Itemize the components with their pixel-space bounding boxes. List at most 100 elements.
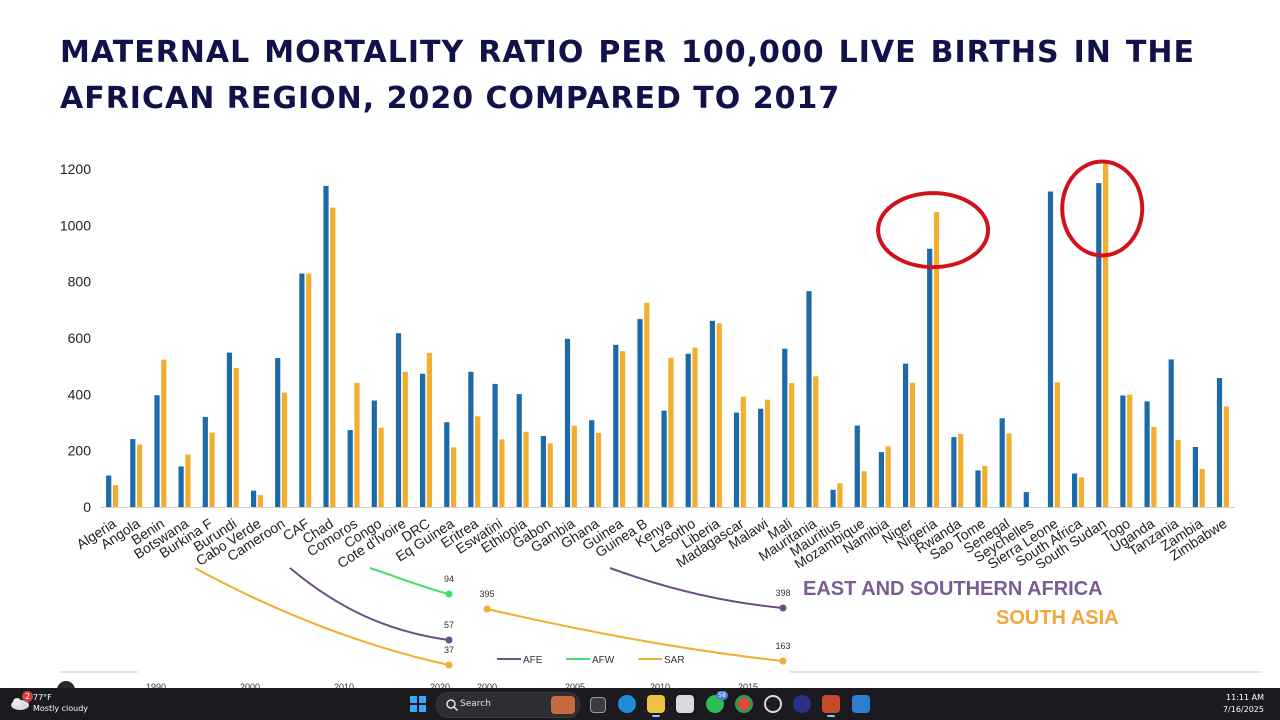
bar (281, 392, 288, 507)
bar (1047, 191, 1054, 507)
afw-end-point (445, 590, 453, 598)
bar (692, 347, 698, 507)
trend-x-tick: 1990 (146, 682, 166, 688)
bar (395, 333, 402, 507)
bar (233, 367, 239, 507)
bar (347, 430, 353, 507)
vpn-icon[interactable] (793, 695, 811, 713)
bar (1223, 406, 1229, 507)
powerpoint-icon[interactable] (822, 695, 840, 717)
task-view-icon[interactable] (590, 697, 606, 713)
bar (251, 490, 257, 507)
mortality-bar-chart: 020040060080010001200AlgeriaAngolaBeninB… (60, 159, 1235, 573)
trend-legend-label: SAR (664, 655, 685, 666)
highlight-circle (1060, 159, 1145, 258)
bar (516, 394, 522, 507)
highlight-circle (876, 191, 991, 270)
bar (975, 470, 981, 507)
clock-app-icon[interactable] (764, 695, 782, 713)
start-button[interactable] (410, 696, 426, 712)
bar (323, 185, 329, 507)
bar (1006, 433, 1012, 507)
bar (444, 422, 450, 507)
bar (523, 431, 529, 507)
bar (709, 320, 715, 507)
bar (933, 212, 940, 507)
cloud-icon (11, 698, 29, 710)
bar (257, 495, 263, 507)
bar (806, 291, 812, 507)
bar (861, 471, 867, 507)
legend-south-asia: SOUTH ASIA (996, 607, 1119, 629)
bar (112, 485, 119, 507)
y-tick-label: 800 (68, 274, 92, 290)
bar (492, 383, 498, 507)
active-indicator (652, 715, 660, 717)
sar-end-point (445, 661, 453, 669)
y-tick-label: 600 (68, 330, 92, 346)
store-icon[interactable] (676, 695, 694, 713)
afw-trend-line (369, 567, 450, 595)
bar (1096, 183, 1102, 507)
chrome-icon[interactable] (735, 695, 753, 713)
y-tick-label: 0 (83, 499, 91, 515)
bar (161, 359, 167, 507)
bar (371, 400, 377, 507)
y-tick-label: 200 (68, 443, 92, 459)
bar (813, 376, 819, 507)
bar (1144, 401, 1150, 507)
search-highlight-icon (551, 696, 575, 714)
bar (982, 465, 988, 507)
bar (1054, 382, 1060, 507)
y-tick-label: 400 (68, 386, 92, 402)
sar-trend-line (194, 567, 450, 666)
bar (837, 483, 843, 507)
bar (589, 420, 595, 507)
file-explorer-icon[interactable] (647, 695, 665, 717)
bar (378, 427, 384, 507)
trend-x-tick: 2015 (738, 682, 758, 688)
bar (137, 444, 143, 507)
bar (185, 454, 191, 507)
clock-date: 7/16/2025 (1222, 705, 1264, 714)
trend-x-tick: 2005 (565, 682, 585, 688)
bar (1199, 469, 1205, 507)
bar (782, 348, 788, 507)
trend-legend-label: AFW (592, 655, 615, 666)
weather-badge: 2 (22, 691, 33, 702)
bar (878, 452, 884, 507)
regional-trend-overlay: 94 57 37 1990 2000 2010 2020 395 163 398 2000 2005 2… (57, 567, 1265, 688)
taskbar-search-box[interactable]: Search (436, 692, 580, 718)
bar (1216, 378, 1223, 507)
bar (275, 358, 281, 507)
overlay-backdrop (60, 568, 1265, 688)
bar (178, 466, 184, 507)
bar (637, 319, 643, 507)
app-grid-icon[interactable] (852, 695, 870, 713)
edge-browser-icon[interactable] (618, 695, 636, 713)
bar (613, 344, 619, 507)
slide-title: MATERNAL MORTALITY RATIO PER 100,000 LIV… (60, 35, 1195, 116)
bar (564, 338, 571, 507)
bar (1078, 477, 1084, 507)
system-clock[interactable]: 11:11 AM 7/16/2025 (1223, 692, 1264, 716)
y-tick-label: 1000 (60, 217, 91, 233)
bar (716, 323, 722, 507)
weather-temp: 77°F (33, 693, 52, 702)
bar (958, 434, 964, 507)
bar (299, 273, 305, 507)
bar (999, 418, 1005, 507)
y-tick-label: 1200 (60, 161, 91, 177)
clock-time: 11:11 AM (1226, 693, 1264, 702)
bar (1175, 440, 1181, 507)
taskbar: 2 77°F Mostly cloudy Search 58 11:11 AM … (0, 688, 1280, 720)
trend-x-tick: 2010 (334, 682, 354, 688)
bar (540, 436, 546, 507)
trend-legend-label: AFE (523, 655, 543, 666)
bar (685, 353, 691, 507)
bar (764, 399, 771, 507)
whatsapp-icon[interactable]: 58 (706, 691, 728, 713)
bar (1127, 394, 1133, 507)
search-label: Search (460, 699, 491, 709)
bar (1103, 162, 1109, 507)
